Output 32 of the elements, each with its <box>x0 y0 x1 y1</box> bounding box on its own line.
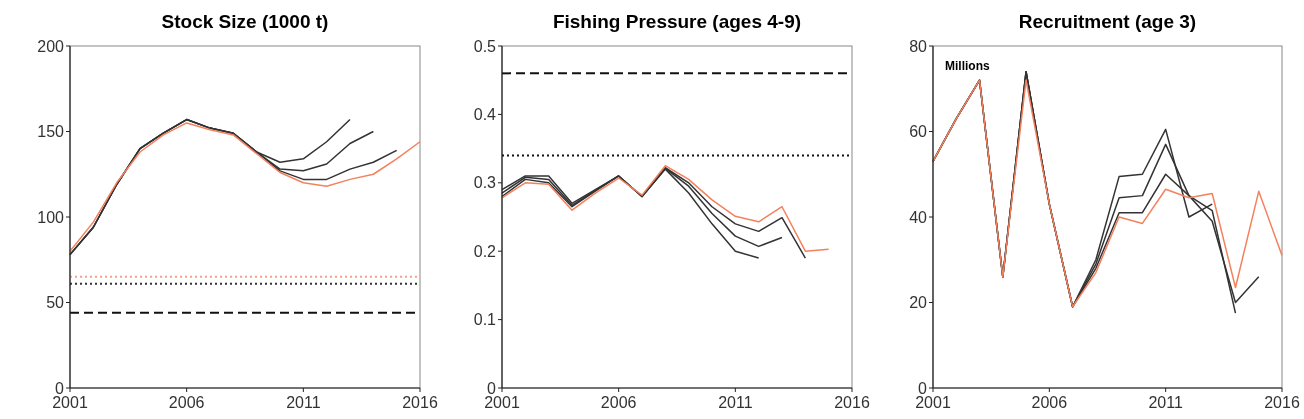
x-tick-label: 2016 <box>1264 394 1300 411</box>
chart-title: Fishing Pressure (ages 4-9) <box>552 11 802 32</box>
y-tick-label: 40 <box>909 208 928 226</box>
x-tick-label: 2001 <box>915 394 951 411</box>
x-tick-label: 2011 <box>286 394 321 411</box>
chart-title: Recruitment (age 3) <box>1018 11 1197 32</box>
y-tick-label: 60 <box>909 123 928 141</box>
x-tick-label: 2006 <box>600 394 637 411</box>
y-tick-label: 0 <box>487 379 497 397</box>
y-tick-label: 150 <box>37 123 65 141</box>
x-tick-label: 2016 <box>834 394 870 411</box>
y-tick-label: 0.3 <box>473 174 497 192</box>
x-tick-label: 2006 <box>1031 394 1068 411</box>
y-tick-label: 0.1 <box>473 311 497 329</box>
x-tick-label: 2001 <box>484 394 520 411</box>
y-tick-label: 0 <box>55 379 65 397</box>
y-tick-label: 50 <box>46 294 65 312</box>
y-tick-label: 200 <box>37 37 65 55</box>
chart-title: Stock Size (1000 t) <box>161 11 329 32</box>
y-tick-label: 0.4 <box>473 106 497 123</box>
x-tick-label: 2016 <box>402 394 438 411</box>
y-tick-label: 0.5 <box>473 37 497 55</box>
x-tick-label: 2011 <box>718 394 753 411</box>
x-tick-label: 2001 <box>52 394 88 411</box>
y-tick-label: 80 <box>909 37 928 55</box>
annotation: Millions <box>945 59 990 73</box>
x-tick-label: 2011 <box>1148 394 1183 411</box>
x-tick-label: 2006 <box>168 394 205 411</box>
y-tick-label: 0 <box>918 379 928 397</box>
y-tick-label: 0.2 <box>473 242 497 260</box>
y-tick-label: 20 <box>909 294 928 312</box>
y-tick-label: 100 <box>37 208 65 226</box>
